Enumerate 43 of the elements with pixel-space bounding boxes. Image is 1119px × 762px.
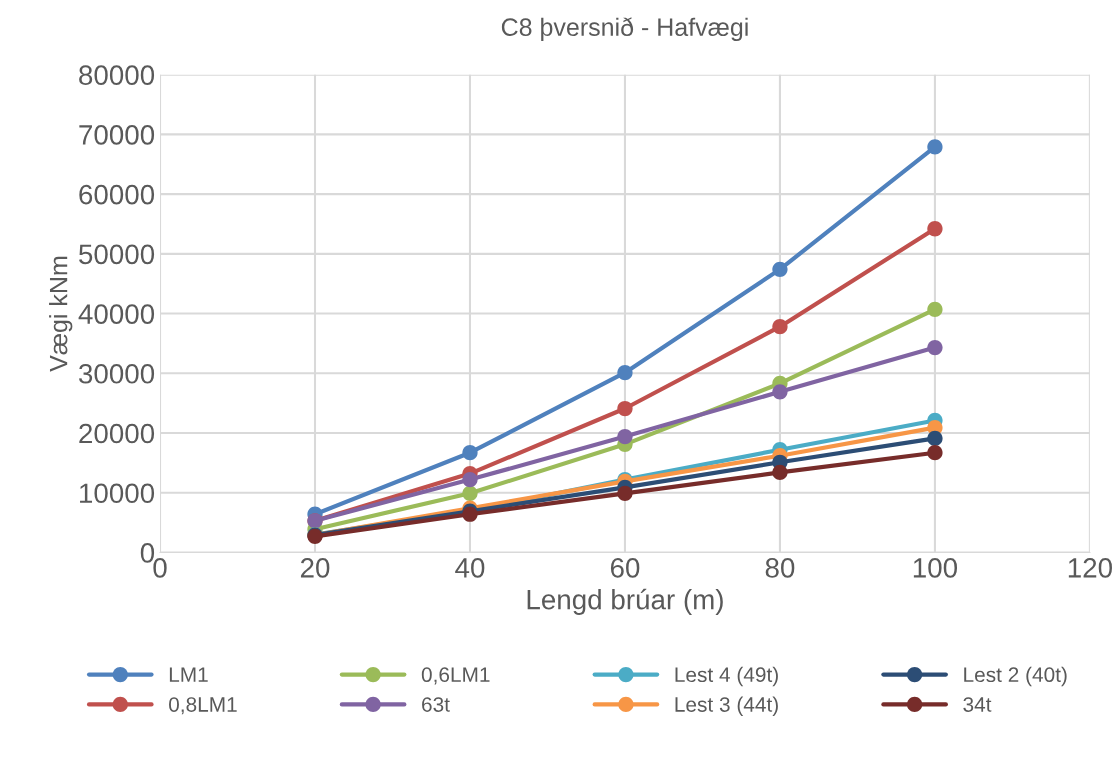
y-tick-label: 0: [140, 543, 155, 563]
y-tick-label: 40000: [78, 304, 155, 324]
chart-title: C8 þversnið - Hafvægi: [501, 17, 748, 41]
y-tick-label: 80000: [79, 65, 155, 86]
y-axis-title: Vægi kNm: [49, 256, 73, 372]
legend-label: LM1: [169, 667, 208, 682]
legend-label: Lest 4 (49t): [675, 666, 778, 687]
y-tick-label: 60000: [79, 184, 155, 205]
legend-label: 0,6LM1: [421, 667, 490, 685]
x-tick-label: 120: [1068, 558, 1112, 578]
point: [927, 221, 943, 237]
y-tick-label: 10000: [80, 483, 155, 504]
y-tick-label: 20000: [79, 423, 155, 444]
point: [927, 339, 943, 356]
point: [927, 445, 943, 461]
y-tick-label: 70000: [79, 125, 155, 145]
point: [617, 365, 633, 381]
x-tick-label: 60: [610, 558, 640, 578]
point: [927, 139, 943, 155]
point: [617, 428, 633, 445]
legend-label: 0,8LM1: [169, 697, 237, 715]
x-tick-label: 20: [300, 558, 330, 578]
point: [772, 464, 788, 481]
point: [772, 261, 788, 278]
point: [462, 471, 478, 488]
x-axis-title: Lengd brúar (m): [527, 588, 723, 615]
point: [617, 485, 633, 501]
point: [462, 445, 478, 461]
point: [927, 430, 943, 447]
point: [617, 400, 633, 417]
legend-label: Lest 3 (44t): [675, 696, 778, 716]
point: [462, 485, 478, 501]
point: [772, 319, 788, 335]
point: [927, 301, 943, 318]
legend-label: 63t: [422, 697, 450, 712]
legend-label: 34t: [963, 697, 992, 712]
x-tick-label: 100: [913, 558, 958, 578]
legend-label: Lest 2 (40t): [964, 666, 1067, 687]
y-tick-label: 30000: [78, 363, 155, 384]
x-tick-label: 40: [455, 558, 485, 578]
point: [772, 384, 788, 400]
y-tick-label: 50000: [79, 244, 155, 265]
x-tick-label: 80: [765, 558, 795, 578]
